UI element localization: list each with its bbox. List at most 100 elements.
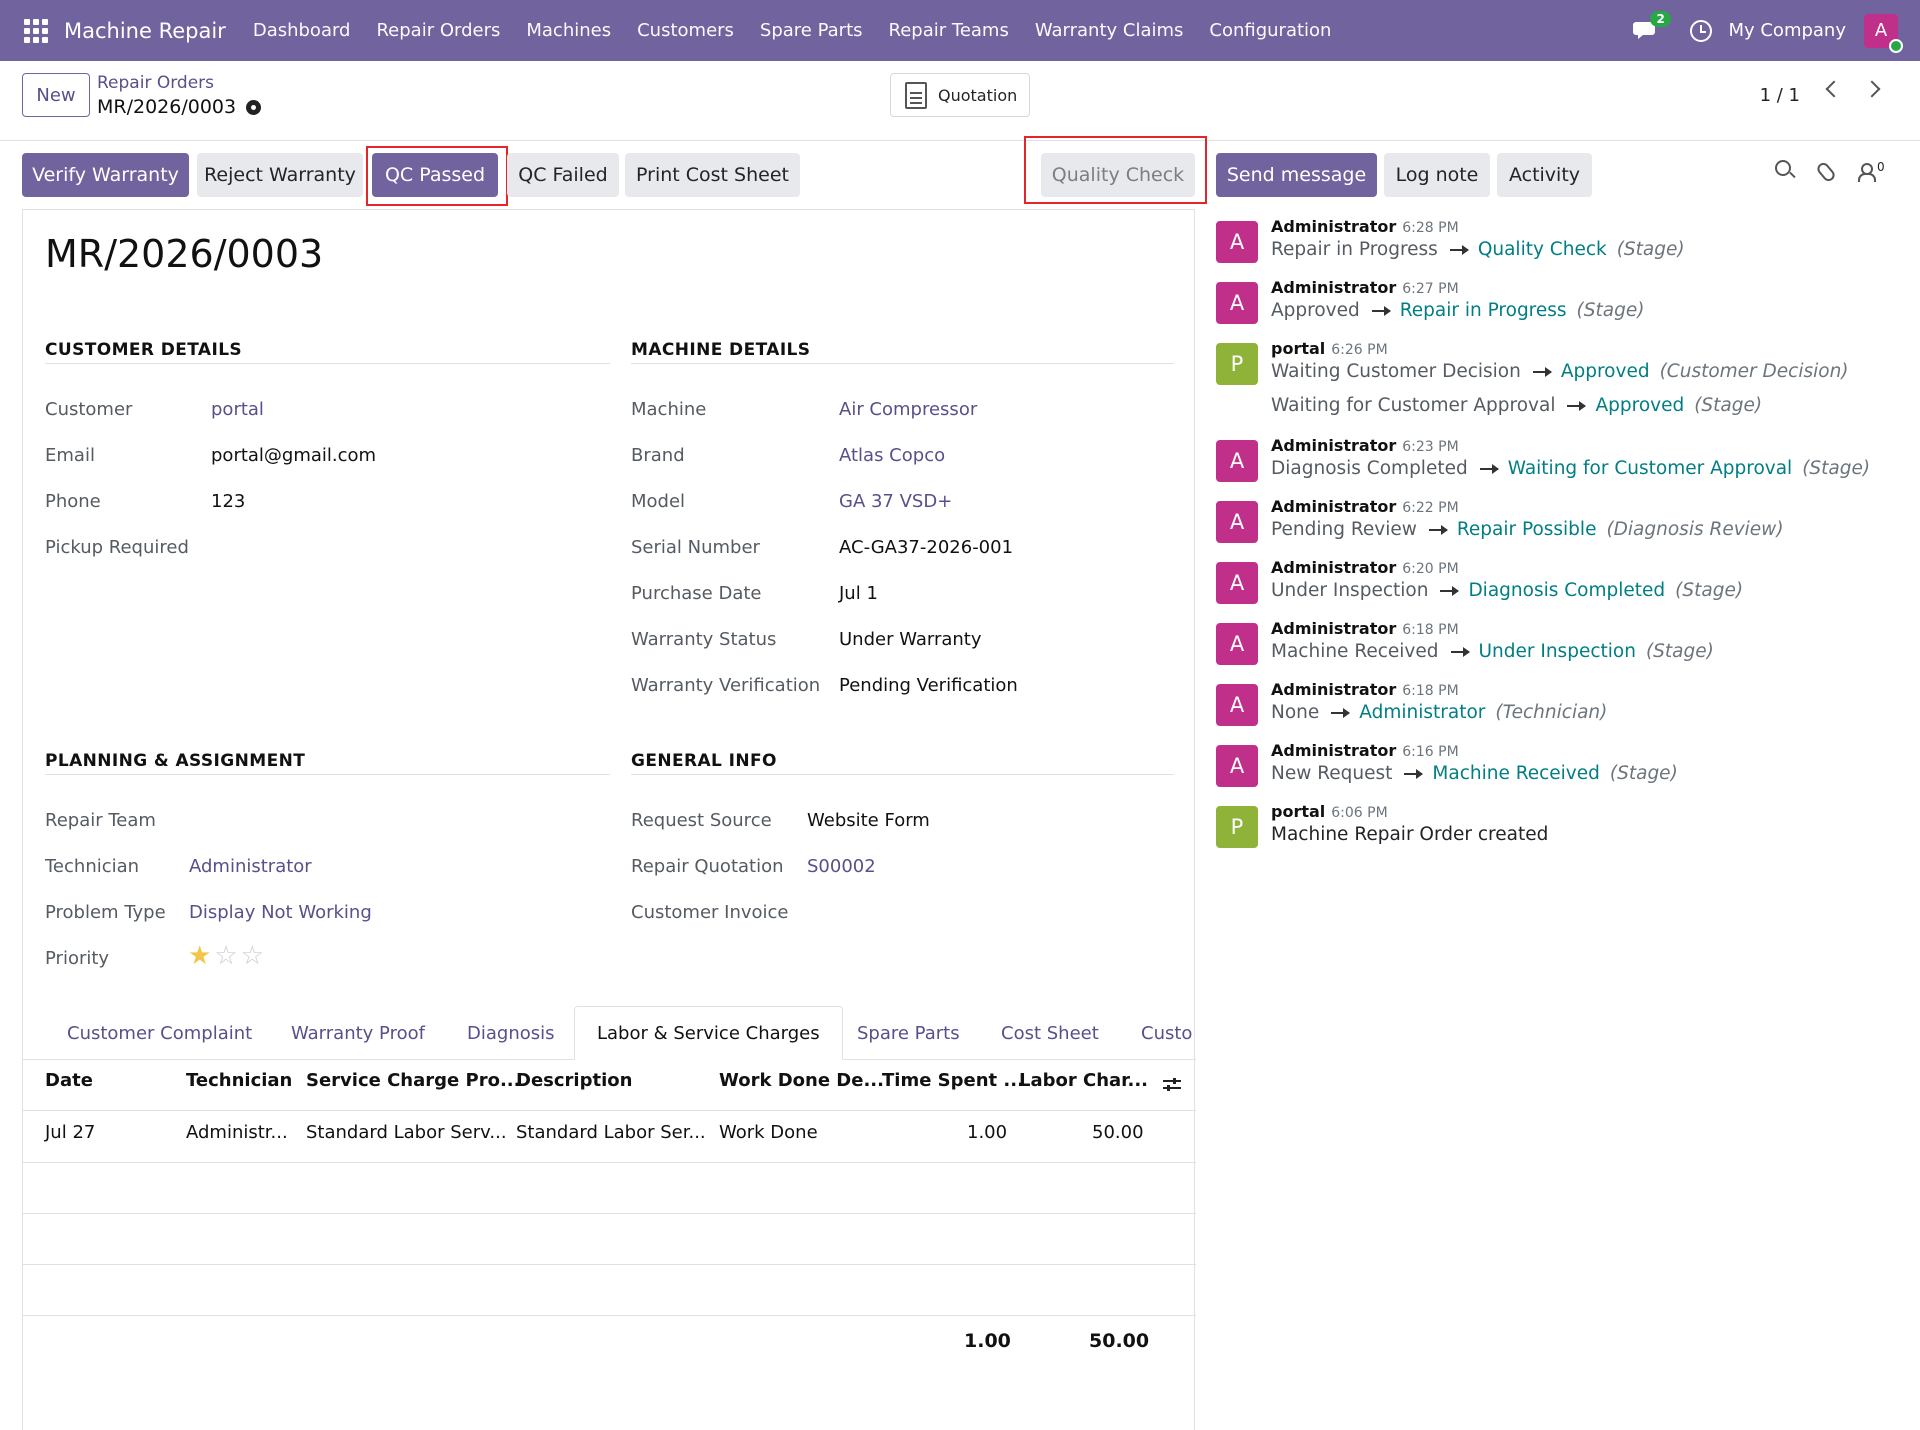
reject-warranty-button[interactable]: Reject Warranty	[197, 153, 363, 197]
tab-customer-truncated[interactable]: Custo	[1141, 1022, 1193, 1044]
followers-icon[interactable]	[1858, 163, 1876, 182]
tab-cost-sheet[interactable]: Cost Sheet	[1001, 1022, 1099, 1044]
repair-quotation-field[interactable]: S00002	[807, 856, 876, 877]
star-icon[interactable]: ☆	[214, 941, 238, 971]
author-name[interactable]: Administrator	[1271, 619, 1397, 638]
menu-warranty-claims[interactable]: Warranty Claims	[1034, 20, 1184, 41]
technician-field[interactable]: Administrator	[189, 856, 312, 877]
menu-customers[interactable]: Customers	[637, 20, 734, 41]
company-switcher[interactable]: My Company	[1728, 20, 1846, 41]
column-time-spent[interactable]: Time Spent ...	[882, 1070, 1024, 1091]
author-name[interactable]: Administrator	[1271, 278, 1397, 297]
send-message-button[interactable]: Send message	[1216, 153, 1377, 197]
author-avatar[interactable]: A	[1216, 501, 1258, 543]
breadcrumb-repair-orders[interactable]: Repair Orders	[97, 73, 214, 93]
request-source-field[interactable]: Website Form	[807, 810, 930, 831]
app-name[interactable]: Machine Repair	[64, 18, 226, 43]
author-avatar[interactable]: P	[1216, 806, 1258, 848]
warranty-verification-field[interactable]: Pending Verification	[839, 675, 1018, 696]
author-avatar[interactable]: A	[1216, 282, 1258, 324]
chevron-right-icon[interactable]	[1863, 80, 1881, 98]
print-cost-sheet-button[interactable]: Print Cost Sheet	[625, 153, 800, 197]
menu-spare-parts[interactable]: Spare Parts	[759, 20, 863, 41]
tab-diagnosis[interactable]: Diagnosis	[467, 1022, 555, 1044]
author-avatar[interactable]: A	[1216, 562, 1258, 604]
message-author[interactable]: Administrator 6:28 PM	[1271, 217, 1459, 236]
tab-labor-service-charges[interactable]: Labor & Service Charges	[574, 1006, 843, 1060]
qc-passed-button[interactable]: QC Passed	[372, 153, 498, 197]
online-status-dot	[1889, 38, 1903, 53]
author-name[interactable]: Administrator	[1271, 741, 1397, 760]
verify-warranty-button[interactable]: Verify Warranty	[22, 153, 189, 197]
message-author[interactable]: portal 6:26 PM	[1271, 339, 1388, 358]
activity-button[interactable]: Activity	[1497, 153, 1592, 197]
search-icon-wrap[interactable]	[1775, 160, 1791, 176]
author-name[interactable]: portal	[1271, 339, 1326, 358]
author-name[interactable]: Administrator	[1271, 680, 1397, 699]
message-author[interactable]: Administrator 6:22 PM	[1271, 497, 1459, 516]
customer-field[interactable]: portal	[211, 399, 264, 420]
stage-status-quality-check[interactable]: Quality Check	[1041, 153, 1195, 197]
apps-menu-icon[interactable]	[24, 18, 48, 43]
author-avatar[interactable]: P	[1216, 343, 1258, 385]
column-labor-charge[interactable]: Labor Char...	[1019, 1070, 1149, 1091]
tab-spare-parts[interactable]: Spare Parts	[857, 1022, 960, 1044]
author-name[interactable]: Administrator	[1271, 217, 1397, 236]
author-name[interactable]: portal	[1271, 802, 1326, 821]
author-avatar[interactable]: A	[1216, 684, 1258, 726]
author-name[interactable]: Administrator	[1271, 497, 1397, 516]
message-author[interactable]: portal 6:06 PM	[1271, 802, 1388, 821]
problem-type-field[interactable]: Display Not Working	[189, 902, 372, 923]
highlight-box-quality-check	[1024, 136, 1207, 204]
tab-warranty-proof[interactable]: Warranty Proof	[291, 1022, 425, 1044]
tab-customer-complaint[interactable]: Customer Complaint	[67, 1022, 253, 1044]
email-field[interactable]: portal@gmail.com	[211, 445, 377, 466]
star-icon[interactable]: ★	[188, 941, 212, 971]
column-technician[interactable]: Technician	[186, 1070, 293, 1091]
warranty-status-field[interactable]: Under Warranty	[839, 629, 982, 650]
optional-columns-icon[interactable]	[1163, 1078, 1181, 1092]
star-icon[interactable]: ☆	[240, 941, 264, 971]
menu-configuration[interactable]: Configuration	[1209, 20, 1332, 41]
paperclip-icon[interactable]	[1814, 160, 1838, 184]
author-name[interactable]: Administrator	[1271, 558, 1397, 577]
message-author[interactable]: Administrator 6:23 PM	[1271, 436, 1459, 455]
new-button[interactable]: New	[22, 73, 90, 117]
tracking-value-line: Pending Review Repair Possible (Diagnosis …	[1271, 519, 1784, 540]
purchase-date-field[interactable]: Jul 1	[839, 583, 878, 604]
column-date[interactable]: Date	[45, 1070, 93, 1091]
message-author[interactable]: Administrator 6:20 PM	[1271, 558, 1459, 577]
message-author[interactable]: Administrator 6:18 PM	[1271, 619, 1459, 638]
menu-repair-teams[interactable]: Repair Teams	[888, 20, 1009, 41]
user-avatar[interactable]: A	[1864, 13, 1903, 53]
column-work-done[interactable]: Work Done De...	[719, 1070, 884, 1091]
author-avatar[interactable]: A	[1216, 623, 1258, 665]
chevron-left-icon[interactable]	[1825, 80, 1843, 98]
author-avatar[interactable]: A	[1216, 221, 1258, 263]
qc-failed-button[interactable]: QC Failed	[507, 153, 619, 197]
activity-clock-icon[interactable]	[1690, 19, 1713, 42]
quotation-smart-button[interactable]: Quotation	[890, 73, 1030, 117]
menu-machines[interactable]: Machines	[526, 20, 612, 41]
messaging-icon[interactable]: 2	[1632, 10, 1671, 43]
menu-repair-orders[interactable]: Repair Orders	[376, 20, 501, 41]
message-author[interactable]: Administrator 6:27 PM	[1271, 278, 1459, 297]
gear-icon[interactable]	[246, 99, 262, 115]
phone-field[interactable]: 123	[211, 491, 246, 512]
column-description[interactable]: Description	[516, 1070, 633, 1091]
model-field[interactable]: GA 37 VSD+	[839, 491, 953, 512]
old-value: Under Inspection	[1271, 580, 1429, 601]
serial-number-field[interactable]: AC-GA37-2026-001	[839, 537, 1014, 558]
machine-field[interactable]: Air Compressor	[839, 399, 978, 420]
menu-dashboard[interactable]: Dashboard	[252, 20, 351, 41]
message-author[interactable]: Administrator 6:18 PM	[1271, 680, 1459, 699]
log-note-button[interactable]: Log note	[1384, 153, 1490, 197]
author-name[interactable]: Administrator	[1271, 436, 1397, 455]
brand-field[interactable]: Atlas Copco	[839, 445, 946, 466]
column-service-charge-product[interactable]: Service Charge Pro...	[306, 1070, 521, 1091]
message-author[interactable]: Administrator 6:16 PM	[1271, 741, 1459, 760]
author-avatar[interactable]: A	[1216, 440, 1258, 482]
priority-stars[interactable]: ★ ☆ ☆	[188, 943, 267, 969]
author-avatar[interactable]: A	[1216, 745, 1258, 787]
search-icon[interactable]	[1775, 160, 1791, 176]
